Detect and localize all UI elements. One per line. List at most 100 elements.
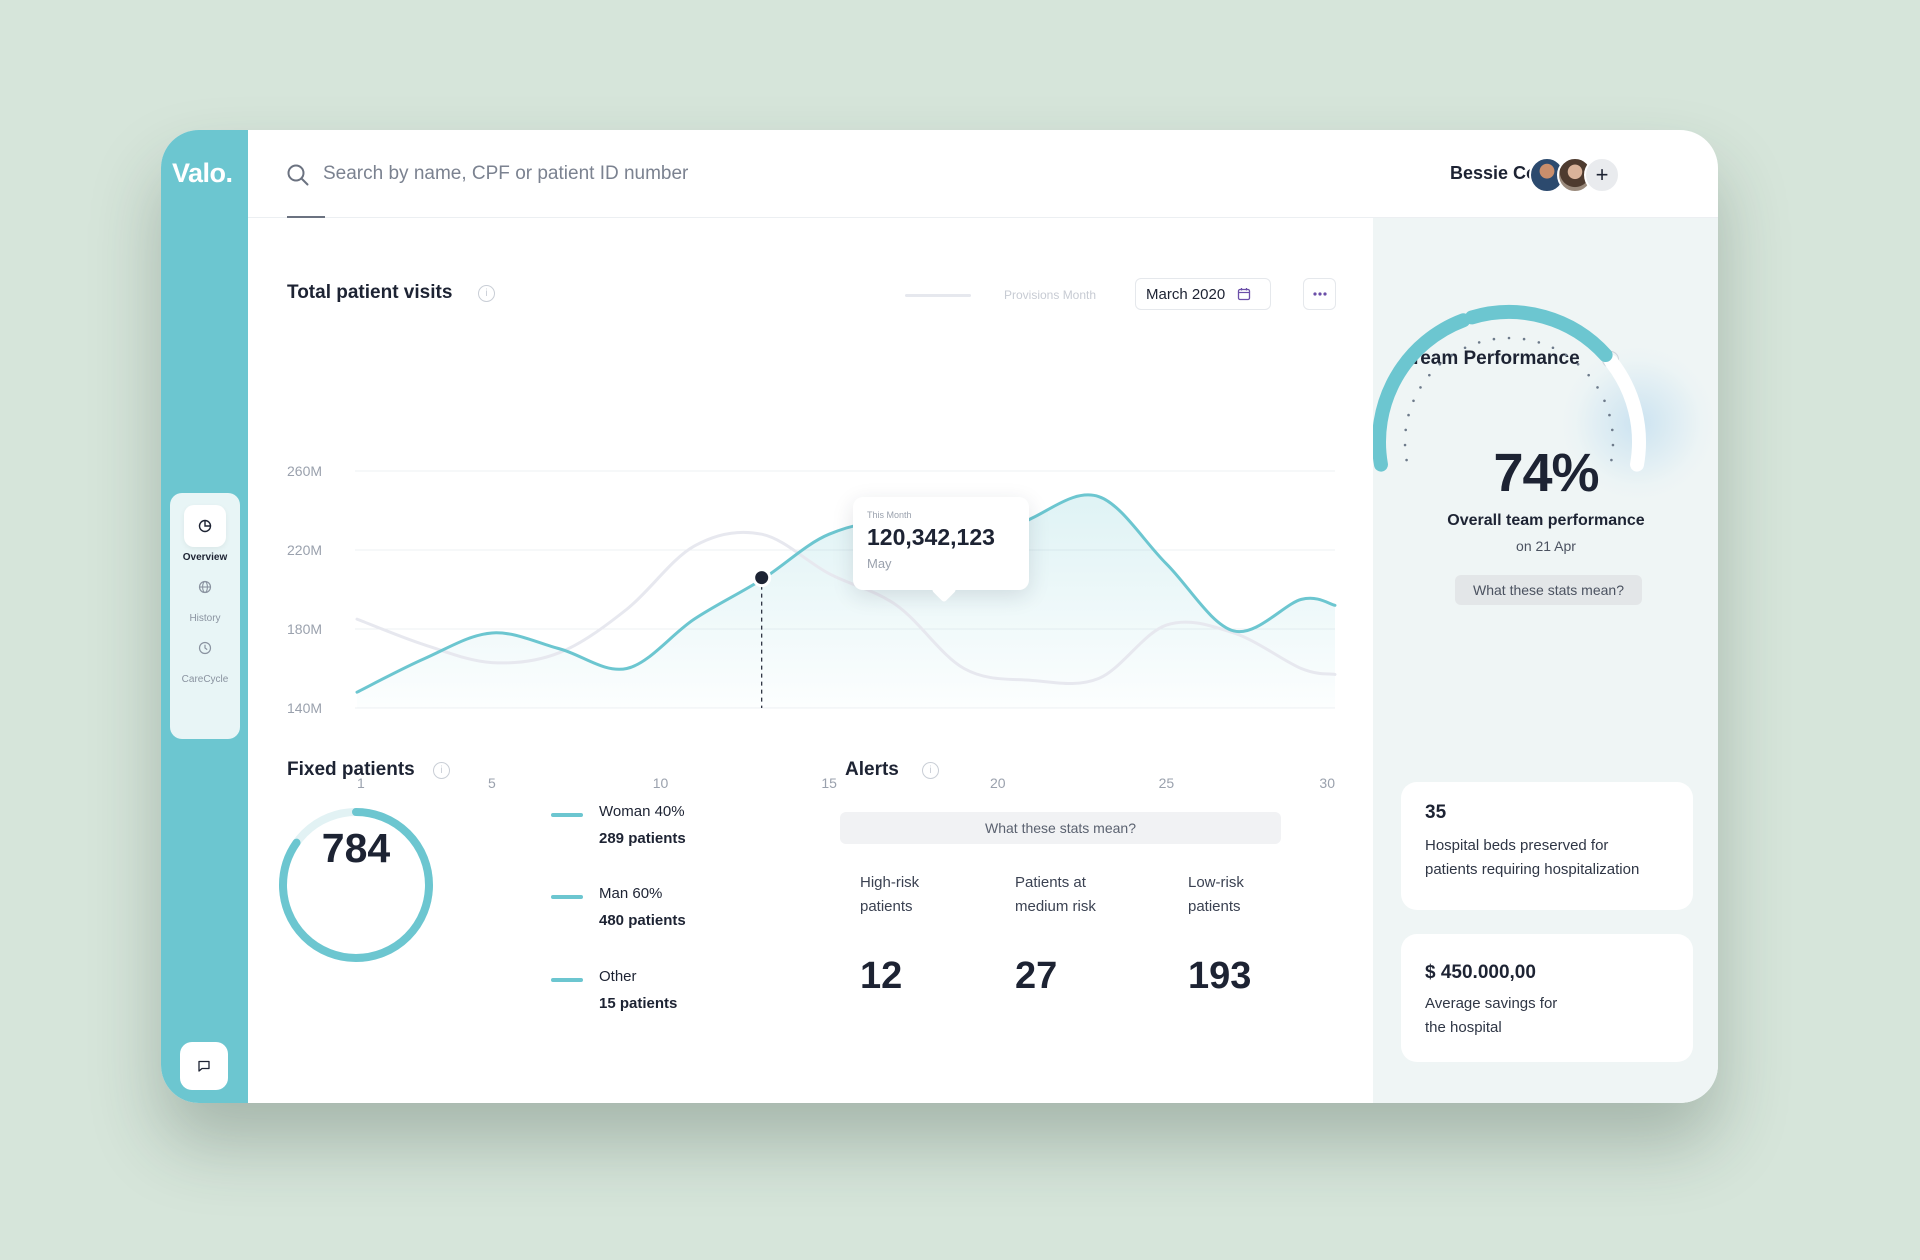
sidebar-item-label: History bbox=[189, 613, 221, 624]
stat-value: 35 bbox=[1425, 802, 1447, 823]
gauge-tick bbox=[1587, 373, 1590, 377]
gauge-tick bbox=[1551, 346, 1555, 350]
gauge-tick bbox=[1419, 386, 1422, 389]
group-label: Man 60% bbox=[599, 885, 663, 902]
alert-value: 193 bbox=[1188, 955, 1252, 997]
top-bar: Bessie Cooper + bbox=[248, 130, 1718, 218]
alerts-help-button[interactable]: What these stats mean? bbox=[840, 812, 1281, 844]
gauge-tick bbox=[1537, 341, 1541, 344]
alerts-title: Alerts bbox=[845, 759, 899, 780]
calendar-icon bbox=[1238, 288, 1251, 301]
gauge-tick bbox=[1477, 341, 1481, 344]
sidebar-item-history[interactable]: History bbox=[170, 566, 240, 624]
sidebar-item-overview[interactable]: Overview bbox=[170, 505, 240, 563]
tooltip-subtitle: May bbox=[867, 556, 892, 571]
gauge-tick bbox=[1412, 399, 1415, 403]
chat-icon bbox=[198, 1060, 210, 1072]
gauge-tick bbox=[1405, 458, 1408, 462]
legend-line bbox=[551, 978, 583, 982]
sidebar-item-carecycle[interactable]: CareCycle bbox=[170, 627, 240, 685]
group-label: Woman 40% bbox=[599, 803, 685, 820]
alert-label-line2: patients bbox=[1188, 898, 1241, 915]
chat-button[interactable] bbox=[180, 1042, 228, 1090]
highlight-point bbox=[752, 568, 772, 588]
gauge-tick bbox=[1603, 399, 1606, 403]
fixed-patients-title: Fixed patients bbox=[287, 759, 415, 780]
alert-medium-risk: Patients at medium risk 27 bbox=[1015, 871, 1096, 997]
info-icon[interactable]: i bbox=[433, 762, 450, 779]
visits-title: Total patient visits bbox=[287, 282, 453, 303]
x-tick-label: 5 bbox=[488, 775, 496, 791]
alert-label-line1: High-risk bbox=[860, 874, 920, 891]
add-member-button[interactable]: + bbox=[1584, 157, 1620, 193]
tooltip-value: 120,342,123 bbox=[867, 524, 995, 550]
sidebar-nav: Overview History CareCycle bbox=[170, 493, 240, 739]
performance-label: Overall team performance bbox=[1447, 512, 1645, 529]
y-tick-label: 140M bbox=[287, 700, 322, 716]
more-options-button[interactable] bbox=[1303, 278, 1336, 310]
info-icon[interactable]: i bbox=[922, 762, 939, 779]
team-performance-title: Team Performance bbox=[1410, 348, 1580, 369]
gauge-tick bbox=[1611, 443, 1615, 447]
main-content: Total patient visits i Provisions Month … bbox=[248, 218, 1373, 1103]
date-value: March 2020 bbox=[1146, 285, 1226, 303]
group-label: Other bbox=[599, 968, 637, 985]
gauge-tick bbox=[1610, 458, 1613, 462]
legend-line bbox=[551, 813, 583, 817]
alert-value: 27 bbox=[1015, 955, 1058, 997]
stat-description-line2: patients requiring hospitalization bbox=[1425, 861, 1640, 878]
series-area bbox=[357, 494, 1335, 708]
search-input[interactable] bbox=[323, 158, 1023, 190]
app-logo: Valo. bbox=[172, 158, 233, 188]
performance-date: on 21 Apr bbox=[1516, 538, 1576, 554]
sidebar: Valo. Overview History CareCycle bbox=[161, 130, 248, 1103]
legend-line bbox=[905, 294, 971, 297]
gauge-tick bbox=[1596, 386, 1599, 389]
info-icon[interactable]: i bbox=[478, 285, 495, 302]
gauge-tick bbox=[1404, 428, 1408, 432]
gauge-tick bbox=[1463, 346, 1467, 350]
alert-label-line1: Low-risk bbox=[1188, 874, 1244, 891]
gauge-tick bbox=[1492, 337, 1496, 341]
group-count: 15 patients bbox=[599, 995, 678, 1012]
gauge-tick bbox=[1507, 336, 1511, 340]
search-icon bbox=[287, 164, 309, 186]
gauge-track bbox=[1604, 354, 1646, 472]
tooltip-caption: This Month bbox=[867, 510, 912, 520]
x-tick-label: 1 bbox=[357, 775, 365, 791]
sidebar-item-label: Overview bbox=[182, 552, 228, 563]
y-tick-label: 220M bbox=[287, 542, 322, 558]
y-tick-label: 260M bbox=[287, 463, 322, 479]
alert-label-line1: Patients at bbox=[1015, 874, 1086, 891]
x-tick-label: 20 bbox=[990, 775, 1006, 791]
gauge-tick bbox=[1608, 413, 1611, 417]
app-window: Valo. Overview History CareCycle bbox=[161, 130, 1718, 1103]
clock-icon bbox=[184, 627, 226, 669]
stat-description-line1: Hospital beds preserved for bbox=[1425, 837, 1609, 854]
stat-description-line2: the hospital bbox=[1425, 1019, 1502, 1036]
group-count: 480 patients bbox=[599, 912, 686, 929]
performance-gauge bbox=[1373, 305, 1646, 472]
stat-description-line1: Average savings for bbox=[1425, 995, 1558, 1012]
more-icon bbox=[1312, 292, 1327, 296]
search-underline bbox=[287, 216, 325, 218]
alert-low-risk: Low-risk patients 193 bbox=[1188, 871, 1251, 997]
gauge-tick bbox=[1438, 363, 1442, 366]
x-tick-label: 10 bbox=[653, 775, 669, 791]
fixed-patients-total: 784 bbox=[321, 825, 391, 871]
gauge-fill bbox=[1373, 313, 1471, 472]
date-select[interactable]: March 2020 bbox=[1135, 278, 1271, 310]
x-tick-label: 25 bbox=[1159, 775, 1175, 791]
gauge-tick bbox=[1407, 413, 1410, 417]
x-tick-label: 30 bbox=[1319, 775, 1335, 791]
gauge-tick bbox=[1576, 363, 1580, 366]
performance-help-button[interactable]: What these stats mean? bbox=[1455, 575, 1642, 605]
chart-tooltip: This Month 120,342,123 May bbox=[853, 497, 1029, 603]
x-tick-label: 15 bbox=[821, 775, 837, 791]
gauge-tick bbox=[1564, 353, 1568, 357]
gauge-tick bbox=[1450, 353, 1454, 357]
alert-high-risk: High-risk patients 12 bbox=[860, 871, 920, 997]
pie-chart-icon bbox=[184, 505, 226, 547]
gauge-fill bbox=[1464, 305, 1613, 363]
globe-icon bbox=[184, 566, 226, 608]
